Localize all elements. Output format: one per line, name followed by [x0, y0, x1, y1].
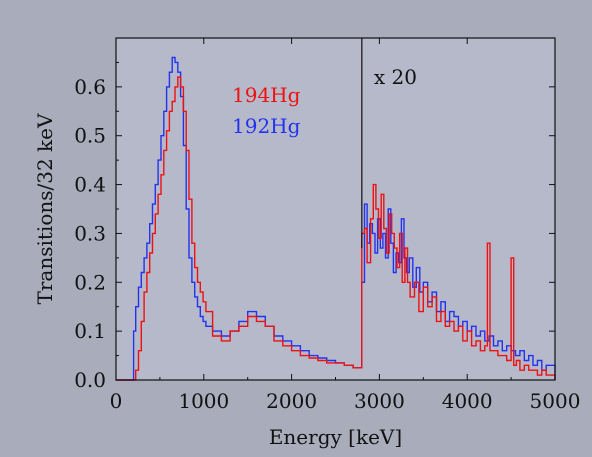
- y-tick-label: 0.3: [74, 221, 106, 245]
- x-tick-label: 0: [110, 389, 123, 413]
- x-tick-label: 1000: [178, 389, 229, 413]
- plot-area: [116, 38, 555, 380]
- series-192hg-line: [116, 56, 556, 381]
- series-194hg-line: [116, 76, 556, 381]
- x-tick-label: 3000: [354, 389, 405, 413]
- y-axis-title: Transitions/32 keV: [33, 113, 57, 304]
- y-tick-label: 0.0: [74, 368, 106, 392]
- ticks-layer: 0 1000 2000 3000 4000 5000 0.0 0.1 0.2 0.3 0.4 0.5 0…: [74, 38, 580, 413]
- scale-annotation: x 20: [374, 65, 417, 89]
- series-layer: [116, 56, 556, 381]
- y-tick-label: 0.1: [74, 319, 106, 343]
- legend-entry-192hg: 192Hg: [232, 114, 301, 138]
- x-tick-label: 4000: [442, 389, 493, 413]
- x-axis-title: Energy [keV]: [269, 425, 402, 449]
- legend-entry-194hg: 194Hg: [232, 83, 301, 107]
- x-tick-label: 5000: [530, 389, 581, 413]
- y-tick-label: 0.2: [74, 270, 106, 294]
- y-tick-label: 0.4: [74, 173, 106, 197]
- x-tick-label: 2000: [266, 389, 317, 413]
- y-tick-label: 0.6: [74, 75, 106, 99]
- y-tick-label: 0.5: [74, 124, 106, 148]
